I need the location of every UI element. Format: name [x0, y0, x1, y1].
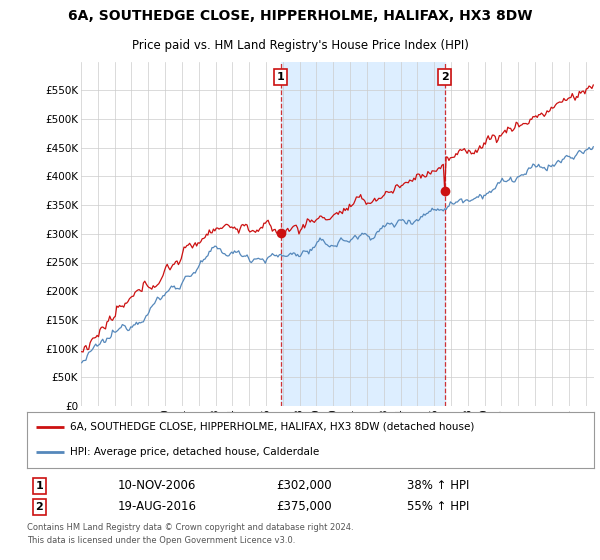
- Text: 10-NOV-2006: 10-NOV-2006: [118, 479, 196, 492]
- Text: HPI: Average price, detached house, Calderdale: HPI: Average price, detached house, Cald…: [70, 447, 319, 458]
- Text: Contains HM Land Registry data © Crown copyright and database right 2024.: Contains HM Land Registry data © Crown c…: [27, 523, 353, 533]
- Text: Price paid vs. HM Land Registry's House Price Index (HPI): Price paid vs. HM Land Registry's House …: [131, 39, 469, 53]
- Text: 6A, SOUTHEDGE CLOSE, HIPPERHOLME, HALIFAX, HX3 8DW: 6A, SOUTHEDGE CLOSE, HIPPERHOLME, HALIFA…: [68, 10, 532, 24]
- Text: 55% ↑ HPI: 55% ↑ HPI: [407, 500, 469, 514]
- Text: 38% ↑ HPI: 38% ↑ HPI: [407, 479, 469, 492]
- Text: £375,000: £375,000: [277, 500, 332, 514]
- Text: £302,000: £302,000: [277, 479, 332, 492]
- Text: This data is licensed under the Open Government Licence v3.0.: This data is licensed under the Open Gov…: [27, 536, 295, 545]
- Text: 1: 1: [35, 481, 43, 491]
- Bar: [281, 62, 445, 406]
- Text: 2: 2: [35, 502, 43, 512]
- Text: 19-AUG-2016: 19-AUG-2016: [118, 500, 197, 514]
- Text: 2: 2: [441, 72, 449, 82]
- Text: 6A, SOUTHEDGE CLOSE, HIPPERHOLME, HALIFAX, HX3 8DW (detached house): 6A, SOUTHEDGE CLOSE, HIPPERHOLME, HALIFA…: [70, 422, 474, 432]
- Text: 1: 1: [277, 72, 284, 82]
